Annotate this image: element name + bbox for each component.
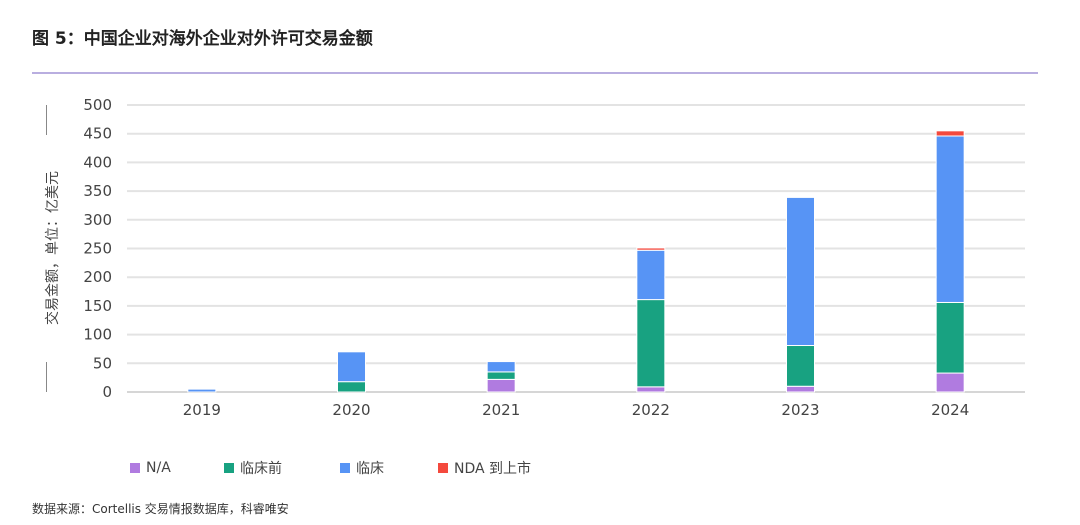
bar-segment <box>187 388 217 393</box>
legend-swatch <box>438 463 448 473</box>
bar-segment <box>935 135 965 303</box>
legend-item-clinical: 临床 <box>340 458 432 478</box>
legend-swatch <box>340 463 350 473</box>
bar-segment <box>486 378 516 393</box>
bar-segment <box>935 130 965 137</box>
x-tick-label: 2024 <box>931 401 969 419</box>
legend-item-na: N/A <box>130 458 222 478</box>
bar-segment <box>486 361 516 373</box>
legend-label: 临床 <box>356 461 384 477</box>
x-tick-label: 2020 <box>332 401 370 419</box>
y-tick-label: 250 <box>83 240 112 258</box>
bar-segment <box>935 301 965 374</box>
stacked-bar-chart: 0 50 100 150 200 250 300 350 400 450 500 2019 2020 20… <box>83 96 1025 419</box>
bar-segment <box>786 345 815 387</box>
y-tick-label: 150 <box>83 297 112 315</box>
x-tick-label: 2023 <box>781 401 819 419</box>
y-tick-label: 100 <box>83 326 112 344</box>
y-tick-label: 0 <box>102 383 112 401</box>
ylabel-decor-line <box>46 362 47 392</box>
bar-segment <box>486 371 516 380</box>
source-note: 数据来源：Cortellis 交易情报数据库，科睿唯安 <box>32 502 289 516</box>
legend-item-nda: NDA 到上市 <box>438 458 578 478</box>
ylabel-decor-line <box>46 105 47 135</box>
bar-segment <box>636 247 666 251</box>
legend-swatch <box>224 463 234 473</box>
x-tick-label: 2019 <box>183 401 221 419</box>
bar-segment <box>337 351 366 383</box>
legend-label: NDA 到上市 <box>454 461 532 477</box>
y-tick-label: 350 <box>83 182 112 200</box>
legend-item-preclinical: 临床前 <box>224 458 338 478</box>
legend-label: N/A <box>146 460 171 476</box>
legend-swatch <box>130 463 140 473</box>
legend: N/A 临床前 临床 NDA 到上市 <box>130 458 580 478</box>
legend-label: 临床前 <box>240 461 282 477</box>
y-tick-label: 450 <box>83 125 112 143</box>
bar-segment <box>786 196 815 347</box>
x-tick-label: 2021 <box>482 401 520 419</box>
bar-segment <box>636 299 666 388</box>
y-tick-label: 400 <box>83 153 112 171</box>
bar-segment <box>636 249 666 301</box>
chart-title: 图 5：中国企业对海外企业对外许可交易金额 <box>32 29 373 49</box>
y-tick-label: 50 <box>93 354 112 372</box>
bar-segment <box>935 372 965 393</box>
y-tick-label: 300 <box>83 211 112 229</box>
bar-segment <box>786 385 815 393</box>
bar-segment <box>337 381 366 393</box>
y-tick-label: 500 <box>83 96 112 114</box>
title-divider <box>32 72 1038 74</box>
y-axis-label: 交易金额，单位：亿美元 <box>45 171 61 325</box>
y-tick-label: 200 <box>83 268 112 286</box>
bar-segment <box>636 386 666 393</box>
x-tick-label: 2022 <box>632 401 670 419</box>
